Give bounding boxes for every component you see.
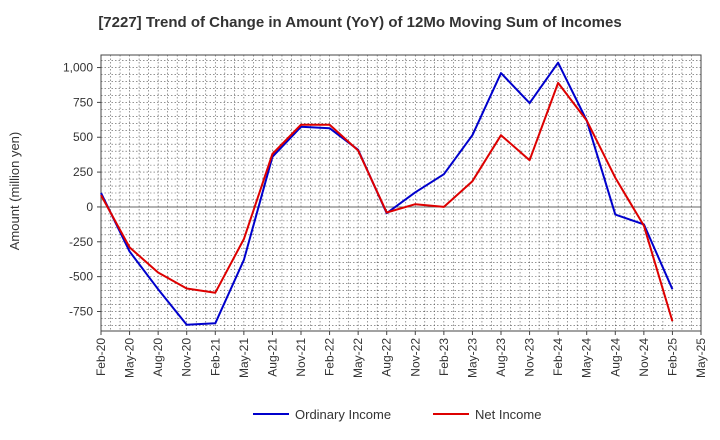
y-tick-label: 500	[73, 130, 93, 144]
axes	[97, 54, 702, 335]
x-tick-label: Aug-24	[608, 338, 622, 377]
y-tick-label: 250	[73, 165, 93, 179]
y-tick-label: 750	[73, 95, 93, 109]
y-tick-label: -500	[69, 270, 93, 284]
x-tick-label: May-20	[123, 338, 137, 378]
legend-label-ordinary-income: Ordinary Income	[295, 407, 391, 422]
x-tick-label: Feb-24	[551, 338, 565, 376]
x-tick-label: Feb-21	[208, 338, 222, 376]
x-tick-label: May-21	[237, 338, 251, 378]
x-tick-label: Nov-21	[294, 338, 308, 377]
x-tick-label: Aug-22	[380, 338, 394, 377]
x-tick-label: Feb-22	[323, 338, 337, 376]
x-tick-label: Feb-20	[94, 338, 108, 376]
x-tick-label: May-24	[580, 338, 594, 378]
chart-title: [7227] Trend of Change in Amount (YoY) o…	[98, 14, 622, 31]
x-tick-label: May-22	[351, 338, 365, 378]
x-tick-label: Nov-23	[523, 338, 537, 377]
y-tick-labels: 1,000 750 500 250 0 -250 -500 -750	[63, 61, 93, 319]
y-tick-label: 0	[86, 200, 93, 214]
y-tick-label: -750	[69, 304, 93, 318]
x-tick-label: Nov-20	[180, 338, 194, 377]
x-tick-label: May-25	[694, 338, 708, 378]
x-tick-label: Aug-20	[151, 338, 165, 377]
x-tick-label: Nov-22	[408, 338, 422, 377]
x-tick-label: Aug-23	[494, 338, 508, 377]
y-tick-label: 1,000	[63, 61, 93, 75]
x-tick-label: Aug-21	[265, 338, 279, 377]
x-tick-label: May-23	[465, 338, 479, 378]
series-lines	[100, 61, 674, 326]
y-tick-label: -250	[69, 235, 93, 249]
legend-label-net-income: Net Income	[475, 407, 541, 422]
y-axis-label: Amount (million yen)	[7, 132, 22, 251]
legend: Ordinary Income Net Income	[253, 407, 541, 422]
series-line-net-income	[100, 81, 674, 322]
x-tick-label: Nov-24	[637, 338, 651, 377]
x-tick-label: Feb-25	[665, 338, 679, 376]
x-tick-label: Feb-23	[437, 338, 451, 376]
grid	[101, 55, 701, 331]
x-tick-labels: Feb-20 May-20 Aug-20 Nov-20 Feb-21 May-21 Aug-…	[94, 338, 708, 378]
